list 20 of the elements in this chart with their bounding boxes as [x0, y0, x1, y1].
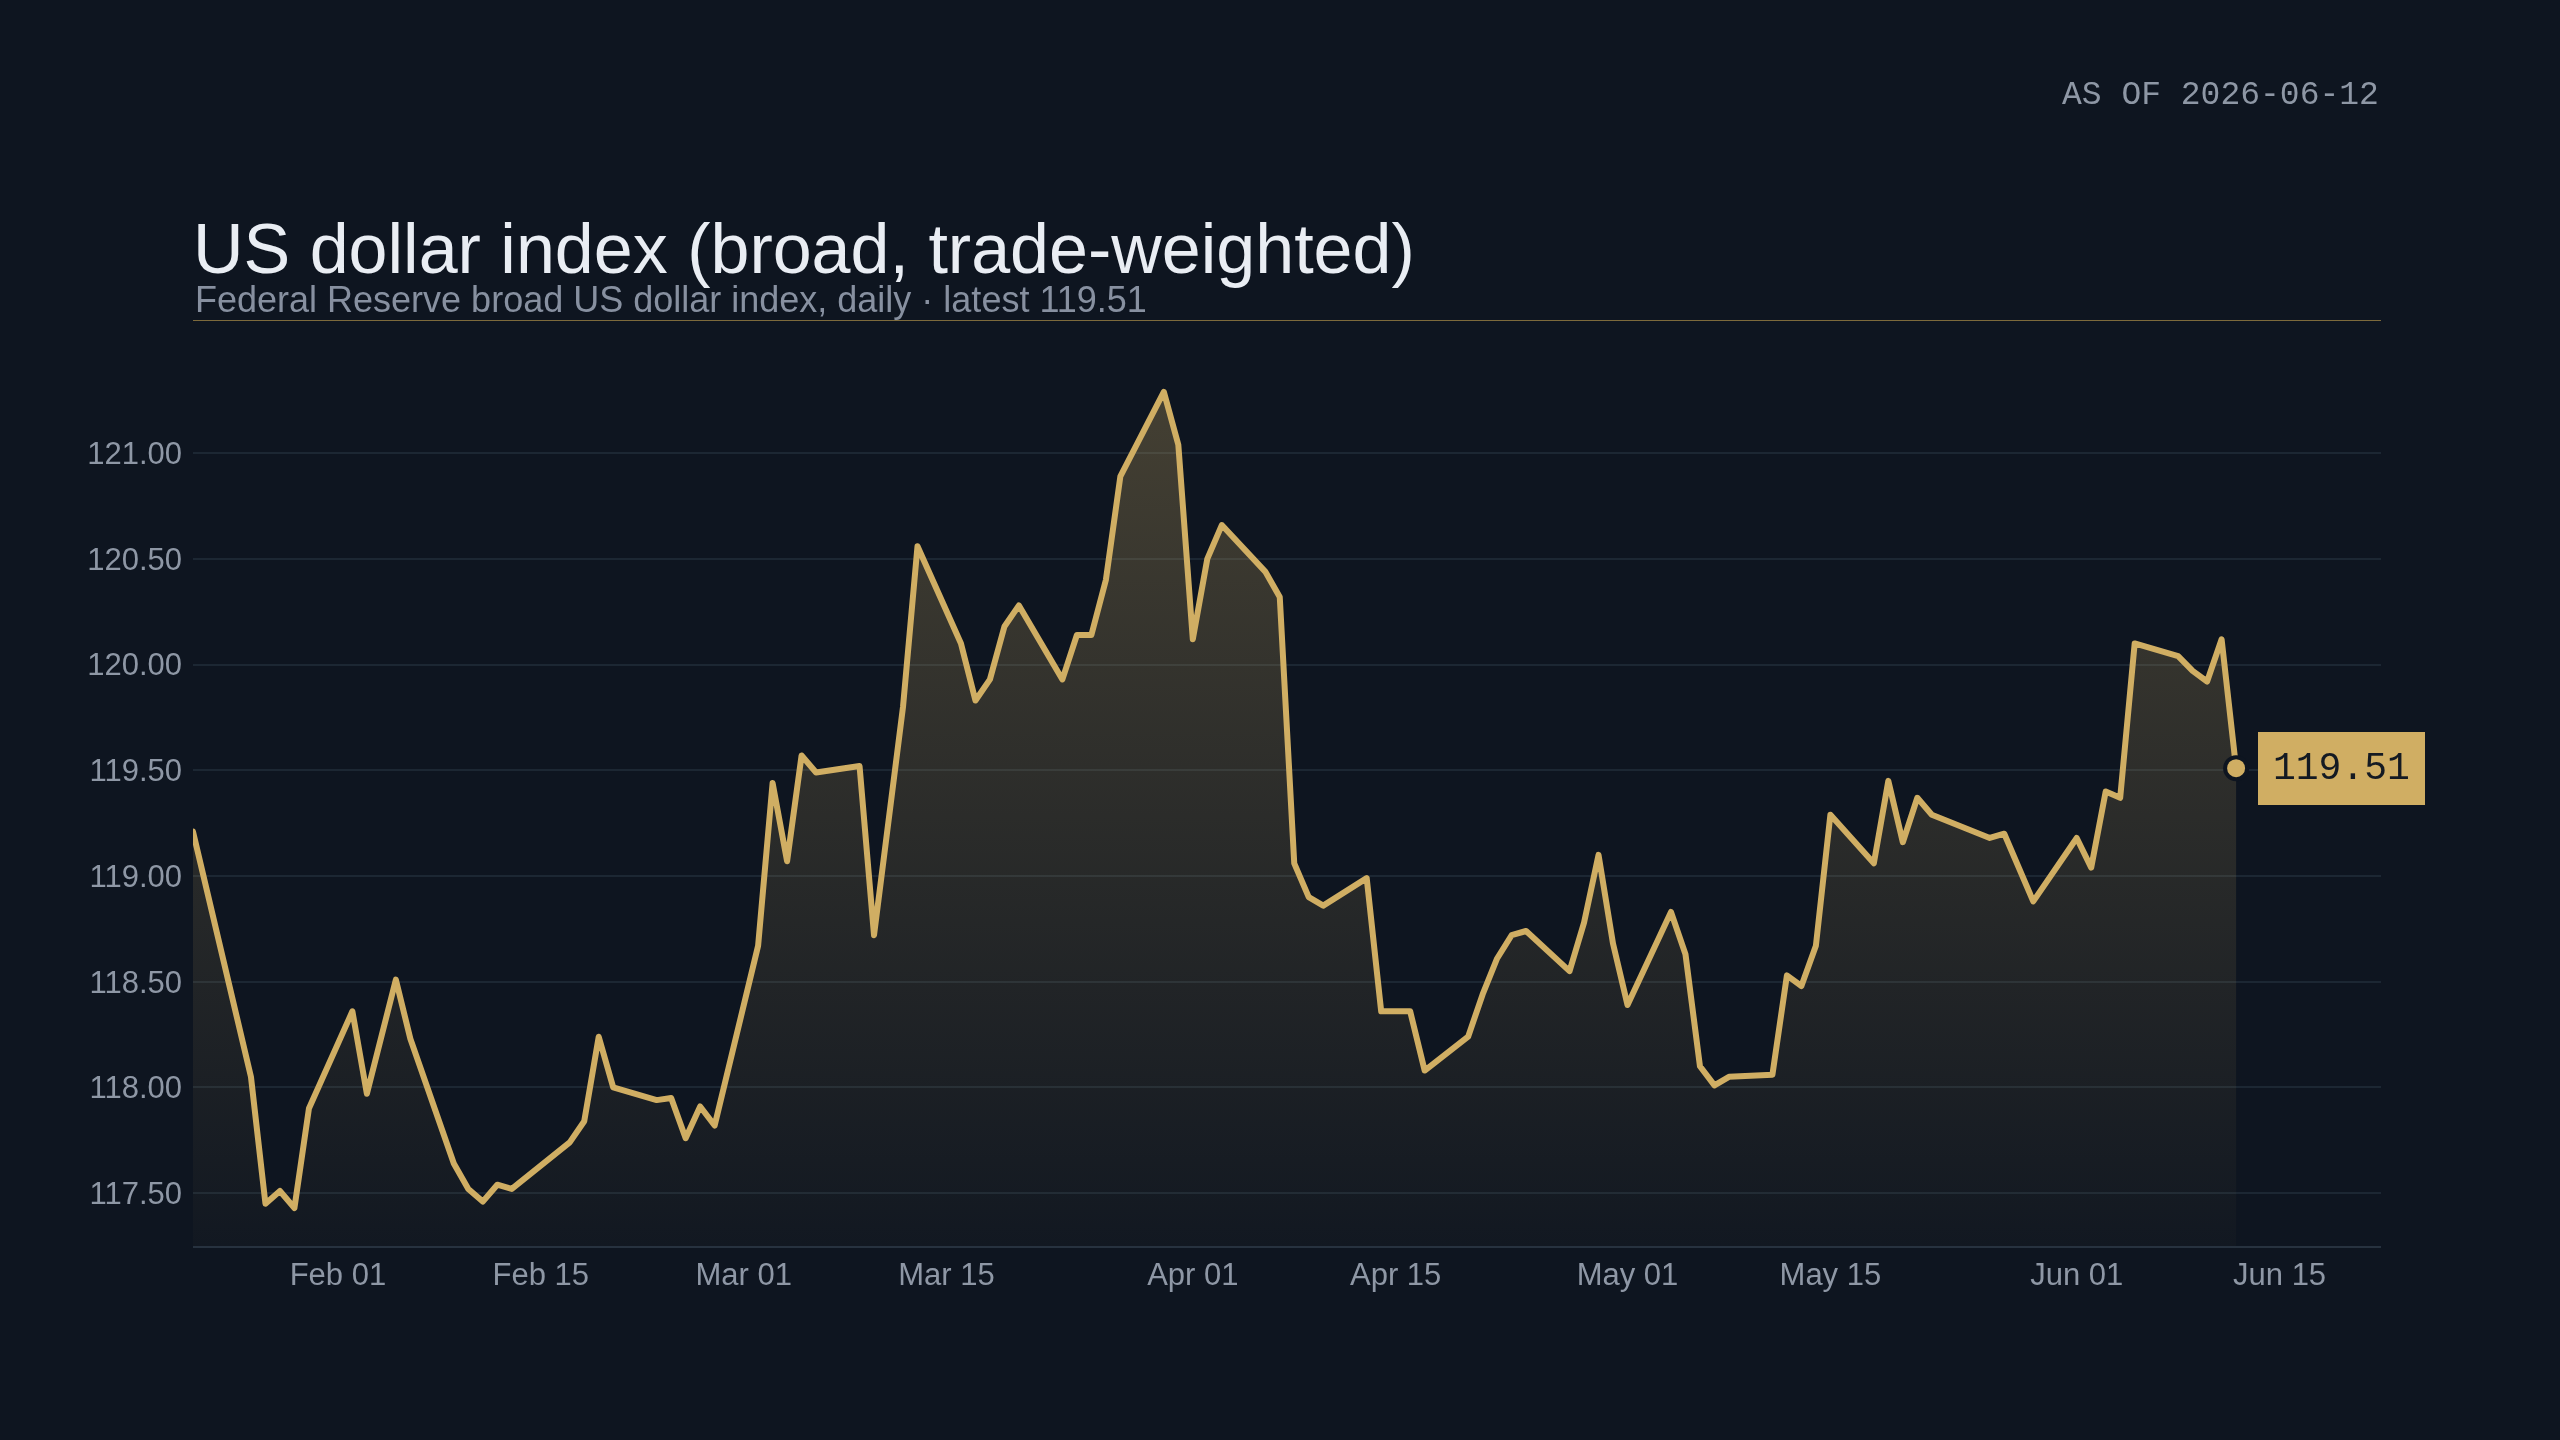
x-tick-label: Jun 15: [2233, 1257, 2327, 1293]
x-tick-label: Feb 15: [492, 1257, 590, 1293]
x-tick-label: Apr 01: [1147, 1257, 1239, 1293]
annotation: 119.51: [2273, 747, 2410, 790]
y-tick-label: 117.50: [89, 1176, 182, 1211]
x-tick-label: Mar 01: [695, 1257, 792, 1293]
x-tick-label: Apr 15: [1350, 1257, 1442, 1293]
x-tick-label: Jun 01: [2030, 1257, 2124, 1293]
y-tick-label: 119.00: [89, 858, 182, 894]
x-tick-label: May 15: [1779, 1257, 1882, 1293]
y-tick-label: 121.00: [87, 436, 182, 472]
y-tick-label: 120.00: [87, 647, 182, 683]
x-tick-label: May 01: [1576, 1257, 1679, 1293]
y-tick-label: 118.50: [89, 964, 182, 1000]
y-tick-label: 118.00: [89, 1070, 182, 1106]
x-tick-label: Mar 15: [898, 1257, 995, 1293]
text: AS OF 2026-06-12: [2062, 77, 2379, 114]
x-tick-label: Feb 01: [289, 1257, 387, 1293]
y-tick-label: 119.50: [89, 753, 182, 789]
y-tick-label: 120.50: [87, 541, 182, 577]
